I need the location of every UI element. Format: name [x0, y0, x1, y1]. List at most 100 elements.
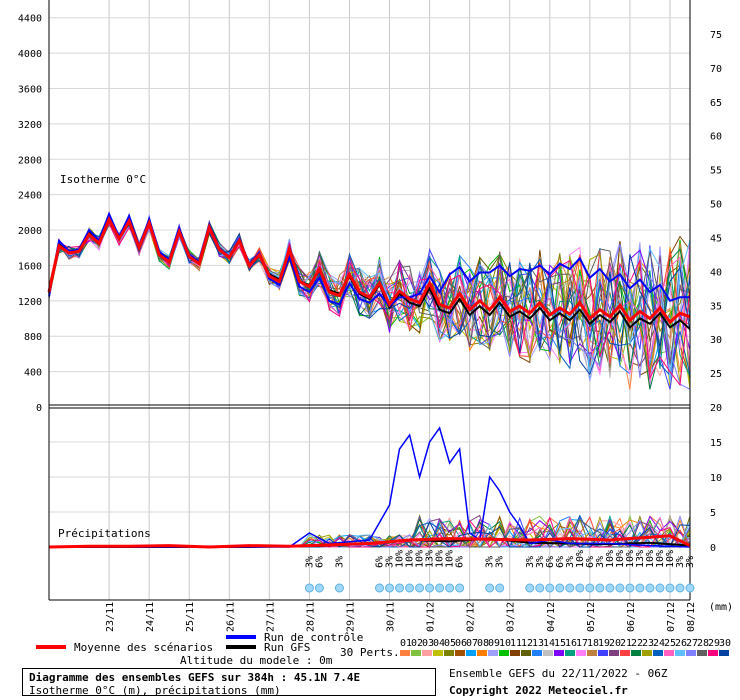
- y-tick-left: 800: [24, 332, 42, 343]
- pert-number: 10: [499, 638, 511, 649]
- y-tick-right-precip: 5: [710, 508, 716, 519]
- snow-percent: 6%: [455, 556, 466, 568]
- snowflake-icon: [635, 583, 645, 593]
- snowflake-icon: [445, 583, 455, 593]
- y-tick-left: 2800: [18, 155, 42, 166]
- pert-number: 25: [664, 638, 676, 649]
- snowflake-icon: [615, 583, 625, 593]
- snowflake-icon: [435, 583, 445, 593]
- pert-swatch: [675, 650, 685, 656]
- snowflake-icon: [525, 583, 535, 593]
- pert-swatch: [653, 650, 663, 656]
- y-tick-right: 30: [710, 335, 722, 346]
- chart-frame: [48, 0, 691, 601]
- pert-number: 29: [708, 638, 720, 649]
- pert-number: 27: [686, 638, 698, 649]
- snow-percent: 10%: [605, 550, 616, 568]
- pert-swatch: [400, 650, 410, 656]
- pert-swatch: [620, 650, 630, 656]
- x-tick-label: 27/11: [265, 602, 276, 632]
- pert-number: 17: [576, 638, 588, 649]
- y-tick-right: 20: [710, 403, 722, 414]
- snowflake-icon: [415, 583, 425, 593]
- pert-swatch: [543, 650, 553, 656]
- snow-percent: 6%: [314, 556, 325, 568]
- precip-label: Précipitations: [58, 527, 151, 540]
- snow-percent: 3%: [525, 556, 536, 568]
- pert-number: 02: [411, 638, 423, 649]
- x-tick-label: 03/12: [506, 602, 517, 632]
- x-tick-label: 02/12: [466, 602, 477, 632]
- snowflake-icon: [645, 583, 655, 593]
- pert-number: 24: [653, 638, 665, 649]
- legend-altitude: Altitude du modele : 0m: [180, 654, 333, 667]
- x-tick-label: 01/12: [426, 602, 437, 632]
- pert-number: 23: [642, 638, 654, 649]
- pert-number: 12: [521, 638, 533, 649]
- pert-swatch: [488, 650, 498, 656]
- mean-isotherm-line: [47, 215, 691, 325]
- run-info: Ensemble GEFS du 22/11/2022 - 06Z: [449, 667, 668, 680]
- pert-swatch: [411, 650, 421, 656]
- snowflake-icon: [485, 583, 495, 593]
- snow-percent: 10%: [655, 550, 666, 568]
- y-tick-right: 65: [710, 98, 722, 109]
- snow-percent: 10%: [615, 550, 626, 568]
- main-series-lines: [47, 211, 691, 549]
- snow-percent: 10%: [665, 550, 676, 568]
- snowflake-icon: [535, 583, 545, 593]
- x-tick-label: 05/12: [586, 602, 597, 632]
- snow-percent: 6%: [555, 556, 566, 568]
- pert-swatch: [708, 650, 718, 656]
- x-tick-label: 30/11: [386, 602, 397, 632]
- pert-swatch: [466, 650, 476, 656]
- pert-swatch: [686, 650, 696, 656]
- pert-swatch: [697, 650, 707, 656]
- pert-number: 30: [719, 638, 731, 649]
- y-tick-left: 1200: [18, 297, 42, 308]
- y-tick-right: 40: [710, 267, 722, 278]
- snowflake-icon: [375, 583, 385, 593]
- pert-number: 13: [532, 638, 544, 649]
- pert-number: 22: [631, 638, 643, 649]
- snowflake-icon: [334, 583, 344, 593]
- snow-percent: 10%: [395, 550, 406, 568]
- x-tick-label: 04/12: [546, 602, 557, 632]
- pert-number: 11: [510, 638, 522, 649]
- y-tick-left: 3200: [18, 120, 42, 131]
- snowflake-icon: [314, 583, 324, 593]
- snowflake-icon: [555, 583, 565, 593]
- pert-swatch: [719, 650, 729, 656]
- pert-number: 04: [433, 638, 445, 649]
- title-box: Diagramme des ensembles GEFS sur 384h : …: [22, 668, 436, 697]
- y-tick-right: 50: [710, 200, 722, 211]
- pert-swatch: [642, 650, 652, 656]
- pert-number: 14: [543, 638, 555, 649]
- pert-swatch: [499, 650, 509, 656]
- snowflake-icon: [665, 583, 675, 593]
- snowflake-icon: [304, 583, 314, 593]
- pert-number: 26: [675, 638, 687, 649]
- x-tick-label: 25/11: [185, 602, 196, 632]
- y-tick-right: 25: [710, 369, 722, 380]
- y-tick-left: 4400: [18, 14, 42, 25]
- snow-percent: 10%: [575, 550, 586, 568]
- snow-percent: 10%: [415, 550, 426, 568]
- mean-precip-line: [48, 534, 691, 549]
- x-tick-label: 24/11: [145, 602, 156, 632]
- x-tick-label: 26/11: [225, 602, 236, 632]
- x-tick-label: 07/12: [666, 602, 677, 632]
- snowflake-icon: [545, 583, 555, 593]
- snowflake-icon: [425, 583, 435, 593]
- pert-swatch: [422, 650, 432, 656]
- copyright: Copyright 2022 Meteociel.fr: [449, 684, 628, 697]
- pert-swatch: [521, 650, 531, 656]
- y-tick-right: 60: [710, 132, 722, 143]
- pert-swatch: [554, 650, 564, 656]
- snowflake-icon: [395, 583, 405, 593]
- snow-percent: 13%: [635, 550, 646, 568]
- pert-swatch: [587, 650, 597, 656]
- snowflake-icon: [405, 583, 415, 593]
- pert-swatch: [598, 650, 608, 656]
- chart-title: Diagramme des ensembles GEFS sur 384h : …: [29, 671, 361, 684]
